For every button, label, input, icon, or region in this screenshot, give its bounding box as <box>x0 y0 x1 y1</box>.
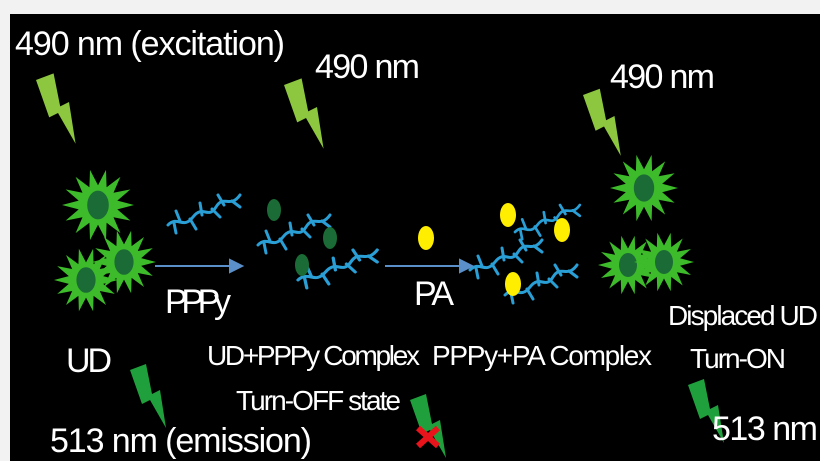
ud-core <box>619 253 637 277</box>
label: 490 nm (excitation) <box>15 25 285 63</box>
label: 490 nm <box>610 58 715 96</box>
ud-core <box>655 250 673 274</box>
label: 513 nm <box>712 410 818 448</box>
ud-core <box>87 191 109 220</box>
label: Turn-OFF state <box>236 385 401 416</box>
label: Displaced UD <box>668 300 818 331</box>
label: 513 nm (emission) <box>50 422 312 460</box>
diagram: 490 nm (excitation) 490 nm 490 nm UD PPP… <box>0 0 820 461</box>
label: PPPy <box>165 283 231 321</box>
label: 490 nm <box>315 48 420 86</box>
label: PPPy+PA Complex <box>432 340 652 371</box>
ud-core <box>114 249 133 275</box>
label: PA <box>414 275 454 313</box>
label: Turn-ON <box>690 343 786 374</box>
ud-core <box>634 174 654 201</box>
label: UD <box>66 342 112 380</box>
label: UD+PPPy Complex <box>207 340 420 371</box>
page: 490 nm (excitation) 490 nm 490 nm UD PPP… <box>0 0 820 461</box>
ud-core <box>76 267 95 293</box>
